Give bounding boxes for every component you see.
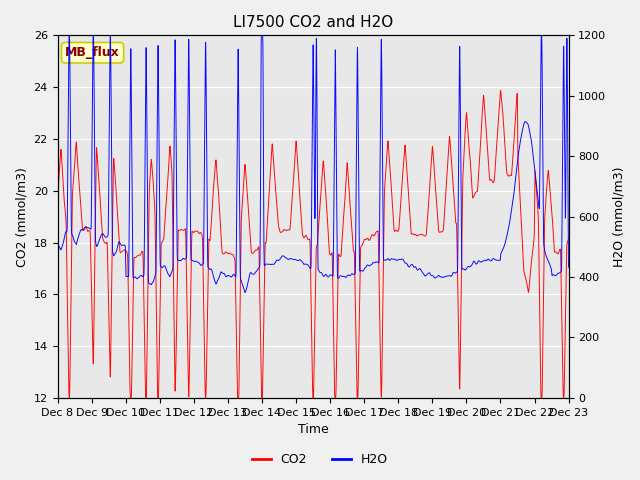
Y-axis label: H2O (mmol/m3): H2O (mmol/m3): [612, 167, 625, 267]
Text: MB_flux: MB_flux: [65, 46, 120, 59]
X-axis label: Time: Time: [298, 423, 328, 436]
Legend: CO2, H2O: CO2, H2O: [247, 448, 393, 471]
Y-axis label: CO2 (mmol/m3): CO2 (mmol/m3): [15, 167, 28, 266]
Title: LI7500 CO2 and H2O: LI7500 CO2 and H2O: [233, 15, 393, 30]
